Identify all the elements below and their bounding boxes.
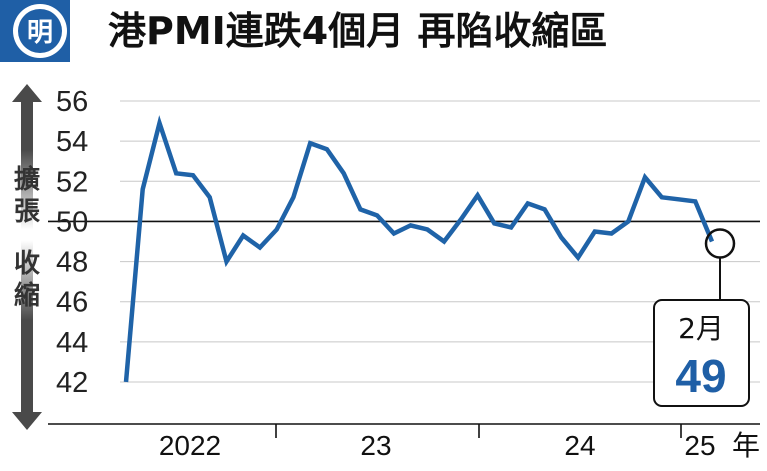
latest-point-marker [704,228,736,259]
x-axis-unit: 年 [732,430,760,461]
chart-title: 港PMI連跌4個月 再陷收縮區 [108,9,607,53]
expansion-arrow: 擴 張 [12,84,42,230]
side-label-contraction-1: 收 [14,249,40,279]
arrow-up-icon [12,84,42,150]
callout-month: 2月 [678,312,724,345]
y-tick-label: 52 [56,166,88,198]
callout-box [653,299,750,407]
publisher-logo: 明 [27,18,53,48]
y-axis-tick-labels: 42 44 46 48 50 52 54 56 [56,86,88,399]
side-label-expansion-1: 擴 [14,164,40,195]
y-tick-label: 46 [56,287,88,319]
arrow-down-icon [12,320,42,430]
x-tick-label: 2022 [159,430,221,461]
y-tick-label: 48 [56,247,88,279]
badge-circle [18,9,62,53]
y-tick-label: 54 [56,126,88,158]
header: 明 港PMI連跌4個月 再陷收縮區 [0,0,607,62]
x-tick-label: 23 [360,430,391,461]
callout-value: 49 [675,350,726,402]
y-tick-label: 44 [56,327,88,359]
gridlines [48,100,760,383]
y-tick-label: 50 [56,206,88,238]
y-tick-label: 42 [56,367,88,399]
side-label-expansion-2: 張 [14,197,40,227]
arrow-down-shaft [21,240,33,320]
x-tick-label: 25 [684,430,715,461]
arrow-up-shaft [21,150,33,230]
latest-value-callout: 2月 49 [653,228,750,407]
side-label-contraction-2: 縮 [14,280,40,311]
y-tick-label: 56 [56,86,88,118]
x-axis: 2022 23 24 25 年 [48,423,760,461]
contraction-arrow: 收 縮 [12,240,42,430]
series-line [123,115,715,383]
x-tick-label: 24 [564,430,595,461]
pmi-series-line [123,115,715,383]
